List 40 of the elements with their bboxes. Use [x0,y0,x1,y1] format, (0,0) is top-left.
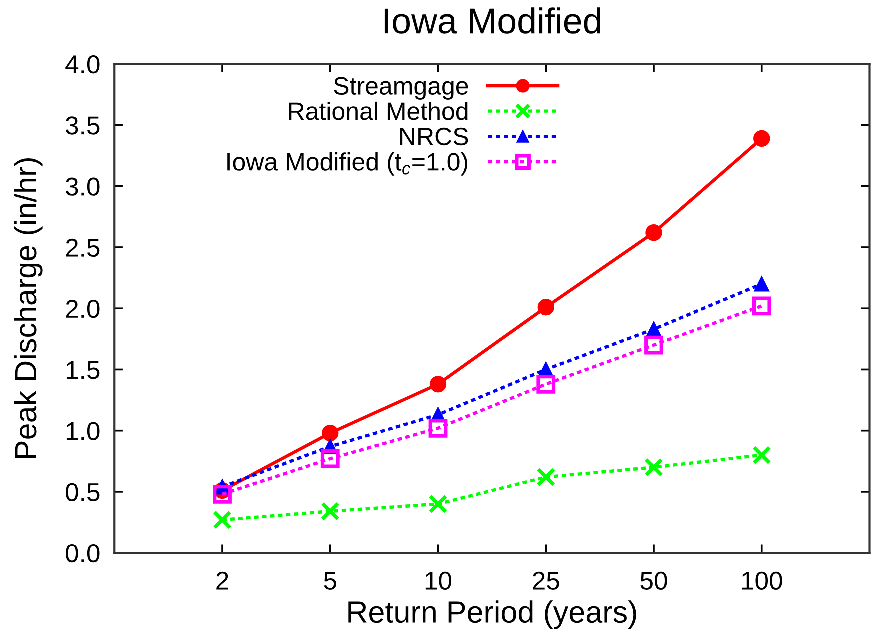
legend-label: Iowa Modified (t$_{c}$=1.0) [228,152,468,176]
chart-title: Iowa Modified [384,8,600,34]
point [213,510,232,530]
point [322,424,339,442]
point [644,336,664,355]
point [754,276,770,292]
legend-label: Streamgage [334,77,468,100]
y-tick-label: 2.5 [66,238,100,258]
legend-label: NRCS [400,128,468,146]
x-axis-title: Return Period (years) [348,600,636,630]
y-axis-title: Peak Discharge (in/hr) [14,158,43,458]
y-tick-label: 4.0 [66,56,100,74]
legend-label: Rational Method [289,102,468,120]
point [754,130,770,148]
point [428,494,448,514]
x-tick-label: 10 [426,572,452,590]
y-tick-label: 1.5 [66,361,100,380]
point [430,376,447,393]
point [213,484,232,504]
y-tick-label: 3.0 [66,178,100,196]
x-tick-label: 2 [216,572,228,590]
x-tick-label: 5 [324,572,336,590]
point [646,224,662,242]
point [428,418,448,438]
x-tick-label: 100 [742,572,782,590]
y-tick-label: 2.0 [66,300,100,318]
x-tick-label: 50 [640,572,668,590]
x-tick-label: 25 [533,572,560,590]
point [320,502,340,521]
point [538,299,554,316]
y-tick-label: 3.5 [66,116,100,135]
point [536,374,556,394]
point [536,468,556,487]
point [752,296,772,316]
point [320,450,340,468]
y-tick-label: 0.0 [66,544,100,563]
point [752,446,772,465]
y-tick-label: 1.0 [66,422,100,440]
point [644,458,664,477]
y-tick-label: 0.5 [66,483,100,502]
